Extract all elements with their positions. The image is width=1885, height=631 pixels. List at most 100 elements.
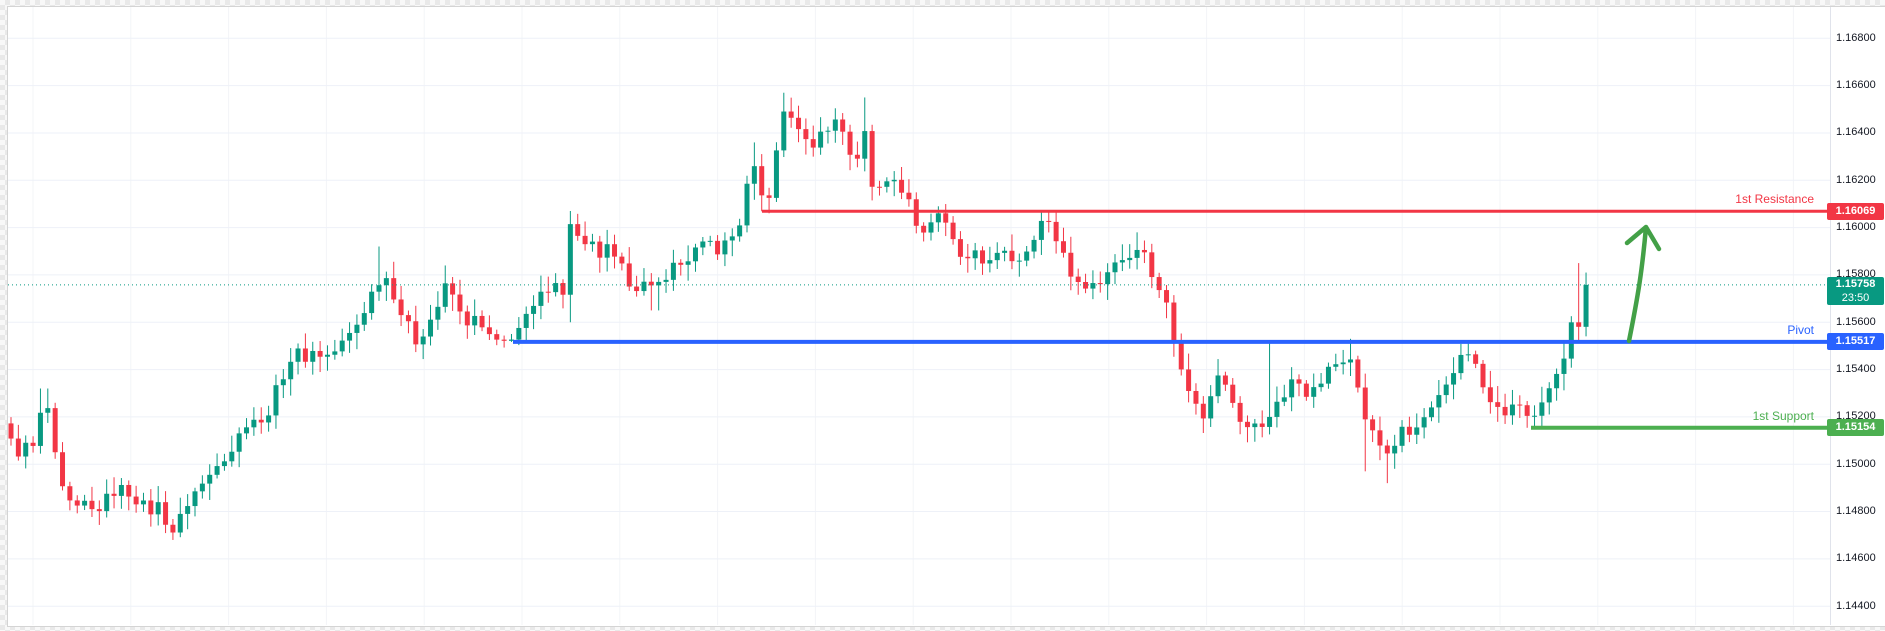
candle-body (744, 183, 750, 226)
candle-body (1465, 354, 1471, 356)
candle-body (435, 306, 441, 320)
candle-body (766, 195, 772, 198)
candle-body (876, 186, 882, 188)
candle-body (1156, 277, 1162, 291)
price-tick-label: 1.14400 (1836, 599, 1876, 612)
up-arrow-annotation[interactable] (1624, 224, 1662, 344)
candle-body (560, 283, 566, 295)
candle-body (1244, 421, 1250, 428)
candle-body (52, 408, 58, 453)
candle-body (442, 283, 448, 307)
candles-group[interactable] (8, 92, 1589, 540)
candle-body (1083, 282, 1089, 289)
candle-body (288, 361, 294, 380)
candle-body (251, 419, 257, 428)
candle-body (1267, 416, 1273, 427)
candle-body (1451, 373, 1457, 385)
price-tick-label: 1.14800 (1836, 505, 1876, 518)
candle-body (862, 131, 868, 159)
candle-body (715, 240, 721, 255)
price-tick-label: 1.16600 (1836, 79, 1876, 92)
candle-body (376, 285, 382, 292)
candle-body (126, 484, 132, 497)
candle-body (531, 305, 537, 314)
candle-body (398, 299, 404, 316)
candle-body (361, 313, 367, 325)
candle-body (656, 281, 662, 286)
candle-body (729, 236, 735, 241)
candle-body (1164, 290, 1170, 303)
last-price-value: 1.15758 (1835, 278, 1876, 291)
candle-body (1532, 415, 1538, 417)
candle-body (545, 291, 551, 293)
candle-body (906, 192, 912, 200)
candle-body (1200, 403, 1206, 419)
candle-body (1009, 250, 1015, 262)
candle-body (832, 119, 838, 131)
candle-body (1502, 406, 1508, 416)
candle-body (67, 486, 73, 501)
candle-body (74, 500, 80, 506)
price-tick-label: 1.15400 (1836, 363, 1876, 376)
candle-body (1105, 272, 1111, 285)
candle-body (663, 279, 669, 282)
candle-body (1090, 283, 1096, 289)
candle-body (1002, 250, 1008, 253)
candle-body (486, 327, 492, 335)
candle-body (641, 281, 647, 292)
candle-body (96, 509, 102, 512)
candle-body (1436, 395, 1442, 408)
candle-body (1112, 262, 1118, 273)
candle-body (972, 250, 978, 259)
candle-body (450, 283, 456, 295)
candle-body (1186, 369, 1192, 391)
candle-body (1281, 397, 1287, 402)
candle-body (494, 334, 500, 340)
candle-body (413, 321, 419, 345)
candle-body (479, 315, 485, 328)
candle-body (339, 340, 345, 352)
candle-body (987, 260, 993, 264)
candle-body (354, 324, 360, 333)
candle-body (280, 379, 286, 386)
candle-body (1068, 252, 1074, 277)
price-tick-label: 1.15600 (1836, 315, 1876, 328)
candle-body (369, 291, 375, 314)
candle-body (111, 493, 117, 496)
candle-body (1370, 419, 1376, 431)
candle-body (1392, 445, 1398, 454)
candle-body (508, 339, 514, 341)
candle-body (405, 315, 411, 322)
candle-body (781, 111, 787, 151)
support-price-badge: 1.15154 (1827, 419, 1884, 437)
candle-body (957, 239, 963, 257)
candle-body (965, 256, 971, 259)
candle-body (700, 241, 706, 248)
candle-body (1318, 383, 1324, 388)
bar-countdown: 23:50 (1841, 292, 1870, 305)
candle-body (1178, 342, 1184, 370)
candle-body (825, 130, 831, 132)
candle-body (891, 179, 897, 182)
candle-body (589, 241, 595, 245)
candle-body (457, 294, 463, 312)
candle-body (163, 502, 169, 525)
candle-body (310, 350, 316, 362)
candle-body (1024, 251, 1030, 261)
candle-body (1119, 260, 1125, 263)
candle-body (295, 348, 301, 362)
candle-body (818, 131, 824, 148)
candle-body (420, 336, 426, 345)
candle-body (1237, 402, 1243, 422)
pivot-price-badge: 1.15517 (1827, 333, 1884, 351)
candle-body (347, 332, 353, 341)
candle-body (1274, 401, 1280, 417)
candle-body (1141, 249, 1147, 253)
candle-body (1355, 359, 1361, 388)
candle-body (317, 350, 323, 357)
candle-body (1524, 405, 1530, 416)
candle-body (1509, 404, 1515, 416)
price-tick-label: 1.15000 (1836, 457, 1876, 470)
candle-body (30, 442, 36, 446)
